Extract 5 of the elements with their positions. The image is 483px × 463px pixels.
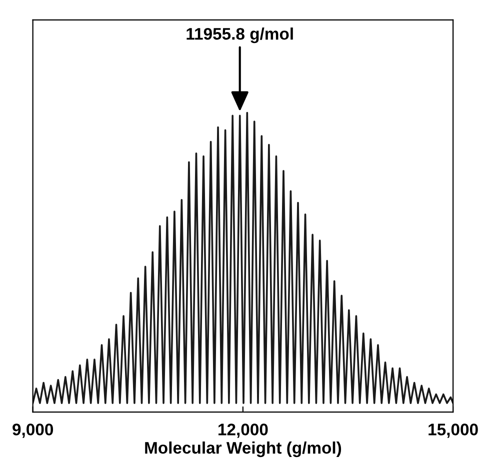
x-tick-label: 12,000 bbox=[218, 424, 268, 438]
annotation: 11955.8 g/mol bbox=[186, 28, 293, 44]
x-axis-title: Molecular Weight (g/mol) bbox=[145, 441, 342, 458]
x-tick-label: 9,000 bbox=[12, 424, 54, 438]
x-tick-label: 15,000 bbox=[428, 424, 478, 438]
